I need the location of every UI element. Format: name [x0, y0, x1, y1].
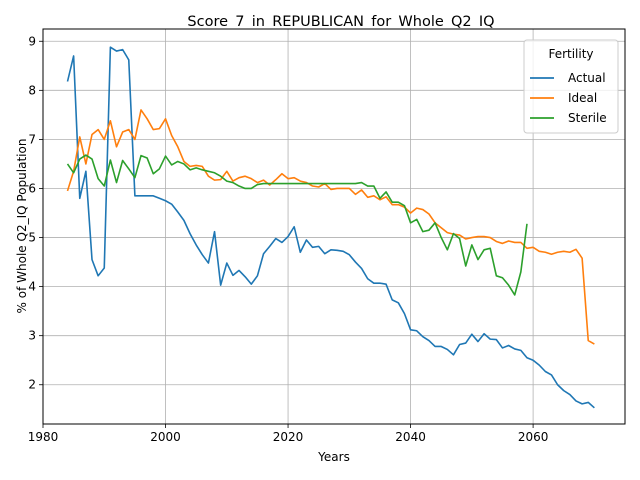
x-tick-label: 2040: [395, 430, 426, 444]
legend-label: Sterile: [568, 111, 607, 125]
y-tick-label: 7: [28, 132, 36, 146]
legend-label: Ideal: [568, 91, 597, 105]
legend: Fertility Actual Ideal Sterile: [524, 40, 618, 133]
x-tick-label: 2060: [518, 430, 549, 444]
y-tick-label: 5: [28, 231, 36, 245]
chart-title: Score_7_in_REPUBLICAN_for_Whole_Q2_IQ: [187, 14, 494, 30]
x-tick-label: 2000: [150, 430, 181, 444]
y-tick-label: 3: [28, 329, 36, 343]
legend-label: Actual: [568, 71, 606, 85]
y-tick-label: 6: [28, 181, 36, 195]
x-axis-label: Years: [317, 450, 350, 464]
y-tick-label: 8: [28, 83, 36, 97]
x-tick-label: 1980: [28, 430, 59, 444]
y-tick-label: 4: [28, 280, 36, 294]
x-tick-label: 2020: [273, 430, 304, 444]
legend-title: Fertility: [548, 47, 593, 61]
y-tick-label: 2: [28, 378, 36, 392]
y-axis-label: % of Whole Q2_IQ Population: [15, 139, 29, 314]
y-tick-label: 9: [28, 34, 36, 48]
